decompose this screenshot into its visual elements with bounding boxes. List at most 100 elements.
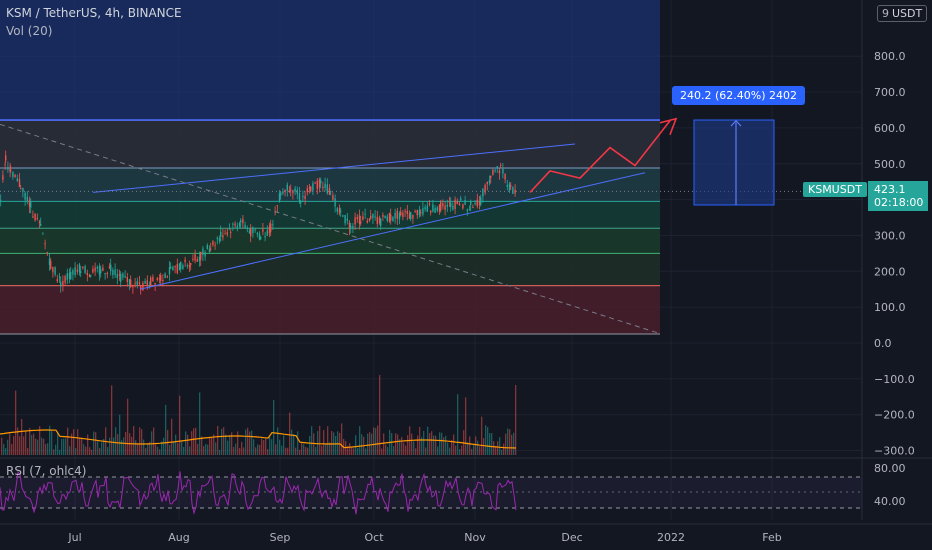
candle-body [454,199,456,209]
volume-bar [467,442,469,455]
candle-body [284,189,286,193]
candle-body [330,191,332,193]
volume-bar [425,447,427,455]
volume-bar [365,448,367,455]
candle-body [356,217,358,219]
volume-bar [57,431,59,455]
volume-bar [99,447,101,455]
candle-body [338,208,341,214]
volume-bar [359,426,361,455]
candle-body [54,267,56,275]
volume-bar [249,431,251,455]
candle-body [266,230,268,236]
volume-bar [75,447,77,455]
candle-body [308,187,311,189]
volume-bar [93,431,95,455]
volume-bar [69,446,71,455]
volume-bar [73,429,75,455]
volume-bar [89,447,91,455]
volume-bar [373,427,375,455]
volume-bar [39,426,41,455]
volume-bar [251,430,253,455]
candle-body [358,215,361,225]
candle-body [468,209,471,211]
price-tick: 100.0 [874,301,906,314]
time-label: Sep [270,531,291,544]
volume-bar [5,448,7,455]
candle-body [106,272,108,274]
candle-body [334,198,336,207]
volume-bar [263,440,265,455]
volume-bar [225,434,227,455]
candle-body [82,266,84,268]
volume-bar [441,432,443,455]
volume-bar [231,432,233,455]
volume-bar [207,444,209,455]
volume-bar [219,449,221,455]
volume-indicator-label[interactable]: Vol (20) [6,24,53,38]
candle-body [142,282,144,291]
candle-body [124,276,126,278]
candle-body [150,277,152,286]
chart-title: KSM / TetherUS, 4h, BINANCE [6,6,182,20]
volume-bar [205,443,207,455]
candle-body [318,179,321,188]
volume-bar [433,435,435,455]
candle-body [440,201,442,211]
candle-body [388,213,391,222]
volume-bar [303,444,305,455]
candle-body [368,218,371,221]
candle-body [450,202,452,207]
rsi-indicator-label[interactable]: RSI (7, ohlc4) [6,464,87,478]
candle-body [230,231,232,233]
volume-bar [187,434,189,455]
candle-body [354,217,356,225]
volume-bar [267,449,269,455]
time-label: Nov [464,531,486,544]
volume-bar [235,443,237,455]
volume-bar [315,446,317,455]
candle-body [110,264,112,272]
volume-bar [479,446,481,455]
volume-bar [307,447,309,455]
candle-body [514,189,516,194]
volume-bar [271,439,273,455]
candle-body [436,207,438,211]
volume-bar [427,426,429,455]
volume-bar [331,430,333,455]
volume-bar [175,434,177,455]
candle-body [396,210,398,219]
candle-body [104,273,106,275]
candle-body [390,214,392,221]
time-axis: Jul Aug Sep Oct Nov Dec 2022 Feb [0,523,932,544]
measure-arrowhead [730,119,742,127]
candle-body [502,168,504,174]
candle-body [98,266,101,275]
volume-bar [299,449,301,455]
volume-bar [145,447,147,455]
candle-body [36,218,38,220]
volume-bar [437,446,439,455]
volume-bar [401,437,403,455]
volume-bar [305,447,307,455]
candle-body [374,216,376,218]
price-tick: −200.0 [874,409,915,422]
currency-unit-badge[interactable]: 9 USDT [877,5,928,22]
candle-body [478,201,481,206]
volume-bar [61,438,63,455]
volume-bar [453,434,455,455]
candle-body [512,187,514,194]
candle-body [310,186,312,192]
volume-bar [379,375,381,455]
candle-body [352,225,354,229]
volume-bar [323,430,325,455]
volume-bar [393,445,395,455]
volume-bar [161,441,163,455]
candle-body [7,167,9,170]
volume-bar [97,441,99,455]
volume-bar [217,425,219,455]
volume-bar [7,439,9,455]
time-label: Feb [762,531,781,544]
volume-bar [243,447,245,455]
